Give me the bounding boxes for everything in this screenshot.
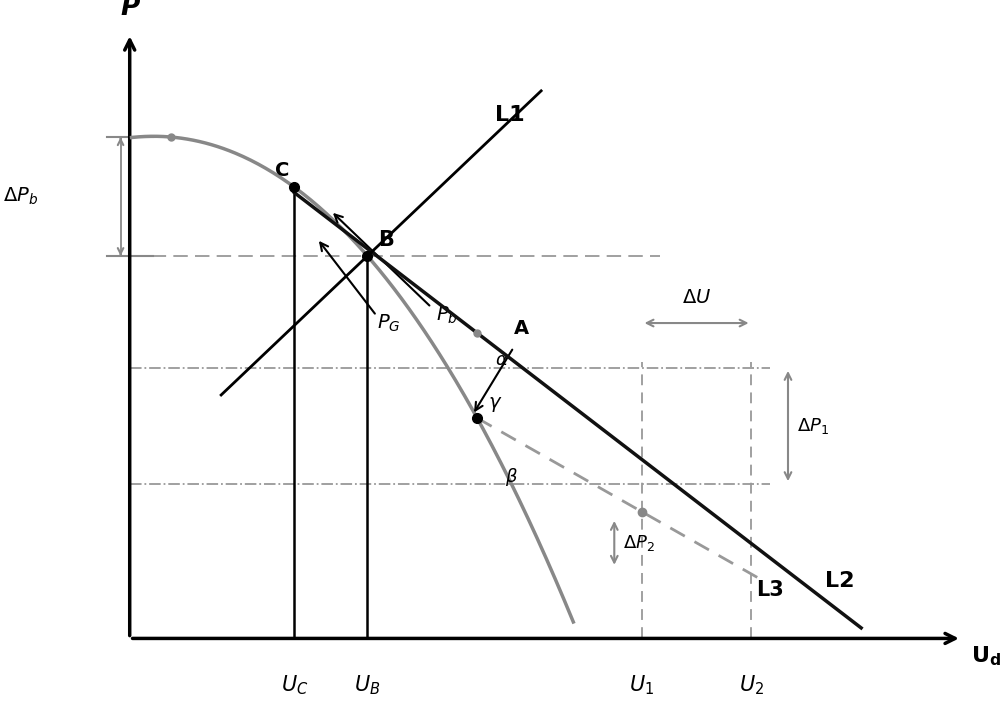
- Text: $\alpha$: $\alpha$: [495, 351, 509, 369]
- Text: $U_1$: $U_1$: [629, 674, 654, 698]
- Text: $\gamma$: $\gamma$: [488, 396, 503, 415]
- Text: $U_B$: $U_B$: [354, 674, 381, 698]
- Text: $\Delta P_b$: $\Delta P_b$: [3, 186, 38, 207]
- Text: L3: L3: [756, 581, 784, 601]
- Text: $\beta$: $\beta$: [505, 467, 518, 489]
- Text: $U_C$: $U_C$: [281, 674, 308, 698]
- Text: P: P: [120, 0, 139, 20]
- Text: A: A: [514, 320, 529, 339]
- Text: $P_b$: $P_b$: [436, 304, 458, 326]
- Text: $U_2$: $U_2$: [739, 674, 764, 698]
- Text: $\Delta P_1$: $\Delta P_1$: [797, 416, 829, 436]
- Text: C: C: [275, 161, 290, 180]
- Text: $\Delta U$: $\Delta U$: [682, 288, 711, 307]
- Text: B: B: [378, 230, 394, 251]
- Text: $\mathbf{U}_{\mathbf{dc}}$: $\mathbf{U}_{\mathbf{dc}}$: [971, 645, 1000, 669]
- Text: $\Delta P_2$: $\Delta P_2$: [623, 533, 655, 553]
- Text: L1: L1: [495, 106, 525, 125]
- Text: L2: L2: [825, 571, 854, 591]
- Text: $P_G$: $P_G$: [377, 313, 400, 334]
